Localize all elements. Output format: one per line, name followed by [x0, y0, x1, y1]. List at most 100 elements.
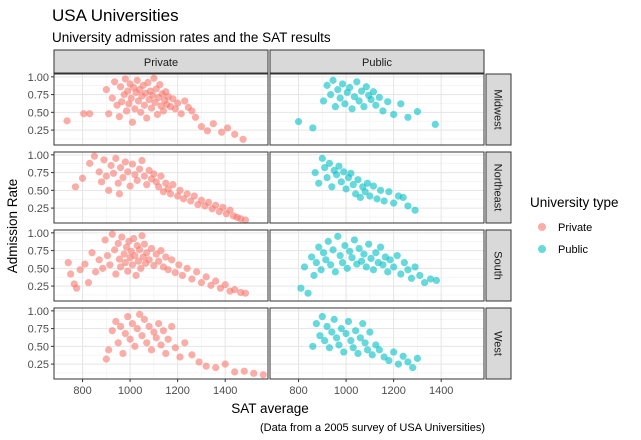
data-point-private	[156, 81, 164, 89]
data-point-private	[164, 335, 172, 343]
data-point-private	[176, 353, 184, 361]
y-axis-title: Admission Rate	[5, 179, 20, 274]
x-axis-title: SAT average	[231, 401, 309, 416]
data-point-private	[72, 284, 81, 292]
data-point-public	[347, 337, 355, 345]
chart-caption: (Data from a 2005 survey of USA Universi…	[260, 422, 485, 434]
data-point-public	[361, 188, 369, 196]
data-point-private	[219, 203, 227, 211]
data-point-private	[134, 257, 143, 265]
data-point-public	[397, 100, 405, 108]
data-point-public	[356, 193, 364, 202]
data-point-private	[162, 253, 170, 261]
data-point-public	[323, 173, 331, 182]
data-point-private	[151, 98, 159, 106]
data-point-public	[420, 278, 429, 287]
data-point-private	[179, 195, 188, 203]
data-point-private	[177, 110, 185, 118]
data-point-public	[361, 339, 369, 347]
data-point-private	[137, 264, 145, 272]
legend-label-public: Public	[558, 244, 588, 256]
data-point-private	[162, 179, 170, 187]
data-point-public	[334, 86, 342, 94]
data-point-private	[95, 168, 103, 176]
data-point-private	[120, 250, 128, 258]
data-point-private	[102, 172, 110, 180]
data-point-public	[318, 154, 326, 162]
data-point-private	[188, 275, 196, 283]
panel-private-northeast	[53, 151, 269, 224]
data-point-private	[102, 86, 110, 94]
facet-strip-west	[485, 307, 512, 380]
data-point-private	[116, 164, 125, 172]
y-tick-label: 0.25	[28, 359, 49, 371]
facet-strip-midwest	[485, 73, 512, 146]
panel-background	[270, 74, 484, 145]
data-point-private	[191, 113, 200, 121]
data-point-public	[297, 284, 305, 292]
data-point-public	[369, 266, 378, 274]
data-point-private	[90, 152, 99, 160]
data-point-private	[126, 182, 134, 190]
data-point-public	[399, 193, 407, 202]
data-point-private	[212, 364, 220, 372]
data-point-public	[404, 113, 412, 121]
data-point-private	[159, 107, 167, 115]
panel-public-west	[269, 307, 485, 380]
data-point-private	[239, 135, 247, 143]
y-tick-label: 0.25	[28, 125, 49, 137]
y-tick-label: 1.00	[28, 72, 49, 84]
facet-strip-label-public: Public	[362, 57, 392, 69]
data-point-private	[105, 186, 113, 194]
data-point-private	[124, 267, 132, 275]
data-point-private	[157, 172, 165, 180]
data-point-private	[108, 327, 116, 335]
data-point-private	[108, 230, 116, 238]
data-point-private	[231, 286, 239, 294]
data-point-private	[140, 240, 148, 248]
data-point-public	[360, 250, 368, 258]
data-point-private	[241, 216, 250, 224]
data-point-public	[319, 249, 328, 257]
data-point-public	[416, 271, 424, 280]
data-point-public	[369, 182, 378, 190]
data-point-private	[101, 236, 109, 244]
y-tick-label: 0.50	[28, 107, 49, 119]
data-point-private	[221, 281, 229, 289]
data-point-private	[164, 266, 172, 274]
x-tick-label: 800	[289, 385, 307, 397]
data-point-private	[131, 171, 139, 179]
data-point-public	[385, 356, 393, 365]
data-point-public	[336, 94, 344, 102]
data-point-public	[335, 341, 343, 349]
data-point-public	[384, 268, 392, 276]
data-point-public	[355, 244, 363, 253]
data-point-public	[357, 87, 366, 95]
data-point-public	[342, 185, 350, 193]
data-point-private	[64, 259, 72, 267]
data-point-private	[105, 110, 113, 118]
data-point-public	[432, 276, 441, 285]
data-point-private	[138, 232, 146, 240]
data-point-public	[407, 274, 416, 282]
data-point-private	[124, 312, 132, 321]
data-point-public	[341, 100, 349, 108]
data-point-private	[169, 95, 177, 103]
y-tick-label: 0.50	[28, 341, 49, 353]
data-point-private	[67, 270, 75, 278]
data-point-private	[108, 94, 116, 102]
panel-border	[53, 307, 269, 380]
x-tick-label: 1000	[118, 385, 142, 397]
data-point-private	[143, 181, 151, 189]
data-point-private	[183, 264, 191, 272]
data-point-public	[362, 263, 370, 271]
panel-public-south	[269, 229, 485, 302]
data-point-private	[147, 346, 156, 354]
data-point-private	[153, 110, 162, 119]
data-point-private	[71, 183, 79, 191]
panel-border	[53, 151, 269, 224]
data-point-public	[373, 195, 381, 203]
data-point-public	[323, 322, 331, 331]
data-point-public	[393, 251, 401, 260]
data-point-public	[309, 124, 317, 132]
